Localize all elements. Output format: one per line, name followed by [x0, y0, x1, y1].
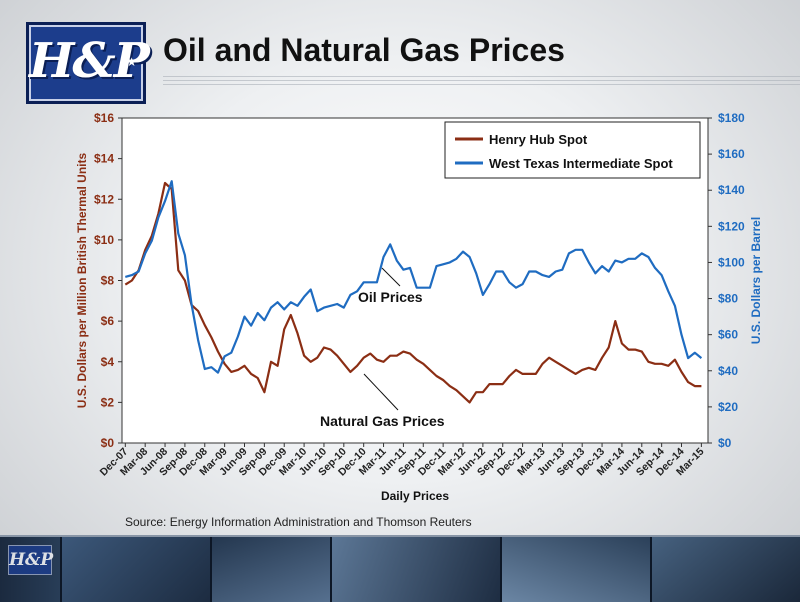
footer-panel [500, 537, 652, 602]
y-right-tick-label: $80 [718, 292, 738, 306]
y-right-tick-label: $20 [718, 400, 738, 414]
title-underline [163, 76, 800, 86]
y-right-axis-label: U.S. Dollars per Barrel [749, 217, 763, 344]
annotation-leader [381, 267, 401, 287]
y-right-tick-label: $40 [718, 364, 738, 378]
footer-panel [210, 537, 332, 602]
y-left-tick-label: $8 [101, 274, 115, 288]
y-left-tick-label: $0 [101, 436, 115, 450]
y-right-tick-label: $160 [718, 147, 745, 161]
y-left-tick-label: $2 [101, 395, 115, 409]
y-left-tick-label: $14 [94, 152, 114, 166]
annotation-leader [363, 373, 399, 411]
slide-title: Oil and Natural Gas Prices [163, 32, 565, 68]
annotation-oil: Oil Prices [358, 289, 423, 305]
y-left-tick-label: $6 [101, 314, 115, 328]
series-line-henry-hub [124, 181, 702, 404]
y-right-tick-label: $140 [718, 183, 745, 197]
footer-panel [60, 537, 212, 602]
y-right-tick-label: $180 [718, 111, 745, 125]
y-left-tick-label: $10 [94, 233, 114, 247]
legend-entry: West Texas Intermediate Spot [489, 156, 673, 171]
y-left-tick-label: $16 [94, 111, 114, 125]
price-chart: $0 $2 $4 $6 $8 $10 $12 $14 $16 $0 $20 $40 $60 $80 $100… [75, 111, 763, 503]
y-left-axis-label: U.S. Dollars per Million British Thermal… [75, 152, 89, 408]
y-right-tick-label: $120 [718, 219, 745, 233]
y-left-tick-label: $12 [94, 192, 114, 206]
legend-entry: Henry Hub Spot [489, 132, 588, 147]
y-left-tick-label: $4 [101, 355, 115, 369]
logo-text: H&P [29, 33, 150, 89]
y-right-tick-label: $60 [718, 328, 738, 342]
footer-photo-band [0, 535, 800, 602]
source-note: Source: Energy Information Administratio… [125, 515, 472, 529]
x-axis-label: Daily Prices [381, 489, 449, 503]
star-icon: ★ [35, 55, 46, 69]
y-right-tick-label: $100 [718, 255, 745, 269]
footer-panel [330, 537, 502, 602]
y-right-tick-label: $0 [718, 436, 732, 450]
annotation-gas: Natural Gas Prices [320, 413, 445, 429]
footer-logo: H&P [8, 545, 53, 575]
star-icon: ★ [126, 55, 137, 69]
series-line-wti [125, 180, 703, 374]
footer-panel [650, 537, 800, 602]
legend-box [444, 121, 701, 179]
company-logo: ★ H&P ★ [26, 22, 150, 104]
